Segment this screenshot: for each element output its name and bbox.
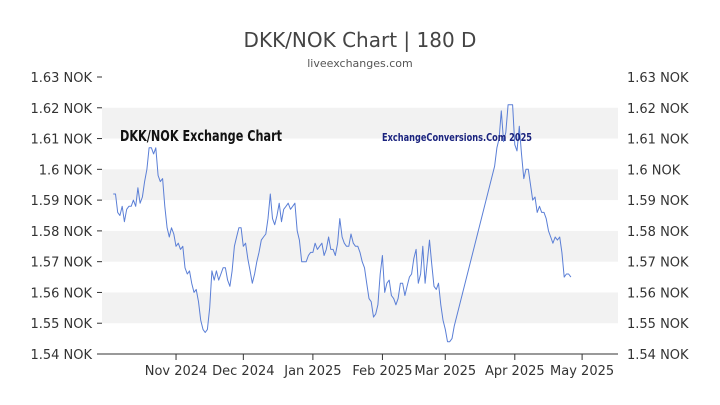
series-line [113,104,572,343]
y-tick-label-left: 1.55 NOK [30,317,92,332]
y-tick-label-right: 1.59 NOK [627,194,689,209]
grid-band [102,230,618,262]
y-tick-label-left: 1.62 NOK [30,102,92,117]
y-tick-label-right: 1.55 NOK [627,317,689,332]
chart-title: DKK/NOK Chart | 180 D [244,28,477,52]
x-tick-label: May 2025 [550,364,614,379]
y-tick-label-right: 1.58 NOK [627,225,689,240]
y-tick-label-left: 1.57 NOK [30,256,92,271]
y-tick-label-left: 1.59 NOK [30,194,92,209]
y-tick-label-right: 1.57 NOK [627,256,689,271]
chart-subtitle: liveexchanges.com [307,57,412,70]
y-tick-label-right: 1.63 NOK [627,71,689,86]
chart-annotation-left: DKK/NOK Exchange Chart [120,127,282,145]
y-tick-label-right: 1.6 NOK [627,163,681,178]
y-tick-label-right: 1.56 NOK [627,286,689,301]
y-tick-label-left: 1.54 NOK [30,348,92,363]
y-tick-label-right: 1.62 NOK [627,102,689,117]
y-tick-label-right: 1.54 NOK [627,348,689,363]
grid-band [102,292,618,324]
y-axis-ticks: 1.63 NOK 1.63 NOK 1.62 NOK 1.62 NOK 1.61 NOK… [30,71,689,363]
grid-bands [102,107,618,324]
grid-band [102,107,618,139]
y-tick-label-left: 1.56 NOK [30,286,92,301]
y-tick-label-left: 1.6 NOK [39,163,93,178]
grid-band [102,169,618,201]
x-tick-label: Nov 2024 [145,364,208,379]
y-tick-label-left: 1.63 NOK [30,71,92,86]
x-tick-label: Dec 2024 [212,364,274,379]
x-tick-label: Feb 2025 [352,364,412,379]
y-tick-label-right: 1.61 NOK [627,133,689,148]
x-axis-ticks: Nov 2024 Dec 2024 Jan 2025 Feb 2025 Mar 2025… [145,354,614,379]
x-tick-label: Apr 2025 [485,364,545,379]
x-tick-label: Mar 2025 [414,364,476,379]
x-tick-label: Jan 2025 [283,364,341,379]
y-tick-label-left: 1.58 NOK [30,225,92,240]
chart-annotation-right: ExchangeConversions.Com 2025 [382,131,532,144]
y-tick-label-left: 1.61 NOK [30,133,92,148]
